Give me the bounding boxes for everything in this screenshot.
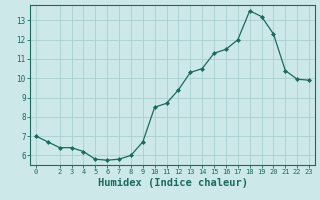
X-axis label: Humidex (Indice chaleur): Humidex (Indice chaleur) [98,178,247,188]
